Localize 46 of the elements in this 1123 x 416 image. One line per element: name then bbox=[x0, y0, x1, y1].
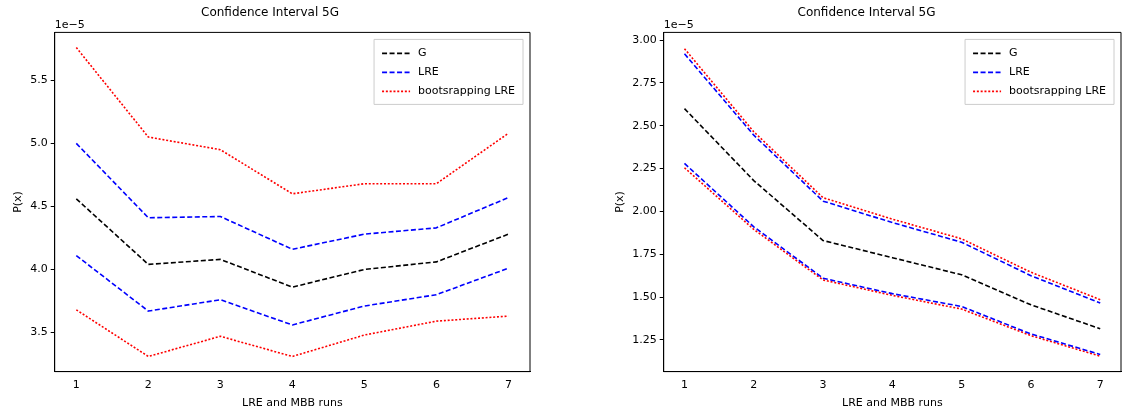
x-tick-label: 4 bbox=[288, 378, 296, 392]
y-tick-label: 2.75 bbox=[632, 75, 657, 89]
y-tick-label: 2.50 bbox=[632, 118, 657, 132]
x-tick-label: 5 bbox=[360, 378, 368, 392]
x-tick-label: 6 bbox=[1027, 378, 1035, 392]
x-tick-label: 3 bbox=[216, 378, 224, 392]
x-tick-label: 1 bbox=[680, 378, 688, 392]
y-tick-label: 2.25 bbox=[632, 161, 657, 175]
y-axis-title: P(x) bbox=[613, 191, 627, 213]
y-tick-label: 5.5 bbox=[30, 73, 48, 87]
x-tick-label: 7 bbox=[1096, 378, 1104, 392]
chart-title: Confidence Interval 5G bbox=[797, 5, 936, 20]
x-tick-label: 2 bbox=[144, 378, 152, 392]
legend-label: G bbox=[418, 46, 427, 60]
line-series bbox=[75, 198, 510, 288]
line-series bbox=[75, 142, 510, 251]
chart-title: Confidence Interval 5G bbox=[201, 5, 339, 20]
legend-label: bootsrapping LRE bbox=[418, 84, 516, 98]
y-tick-label: 4.5 bbox=[30, 199, 48, 213]
line-series bbox=[683, 107, 1102, 330]
x-axis-title: LRE and MBB runs bbox=[842, 396, 943, 410]
y-tick-label: 3.00 bbox=[632, 32, 657, 46]
x-tick-label: 1 bbox=[72, 378, 80, 392]
y-tick-label: 2.00 bbox=[632, 204, 657, 218]
x-tick-label: 3 bbox=[819, 378, 827, 392]
line-series bbox=[75, 309, 510, 358]
x-tick-label: 2 bbox=[750, 378, 758, 392]
x-tick-label: 7 bbox=[504, 378, 512, 392]
y-tick-label: 5.0 bbox=[30, 136, 48, 150]
x-tick-label: 4 bbox=[888, 378, 896, 392]
legend-label: bootsrapping LRE bbox=[1009, 84, 1107, 98]
line-series bbox=[75, 254, 510, 326]
x-tick-label: 6 bbox=[432, 378, 440, 392]
text: 1e−5 bbox=[663, 17, 694, 31]
y-axis-title: P(x) bbox=[11, 191, 25, 213]
y-tick-label: 1.50 bbox=[632, 289, 657, 303]
legend-label: LRE bbox=[418, 65, 439, 79]
y-tick-label: 1.25 bbox=[632, 332, 657, 346]
x-tick-label: 5 bbox=[958, 378, 966, 392]
y-tick-label: 4.0 bbox=[30, 262, 48, 276]
y-tick-label: 3.5 bbox=[30, 325, 48, 339]
y-tick-label: 1.75 bbox=[632, 247, 657, 261]
text: 1e−5 bbox=[54, 17, 85, 31]
legend-label: LRE bbox=[1009, 65, 1030, 79]
legend-label: G bbox=[1009, 46, 1018, 60]
x-axis-title: LRE and MBB runs bbox=[242, 396, 343, 410]
